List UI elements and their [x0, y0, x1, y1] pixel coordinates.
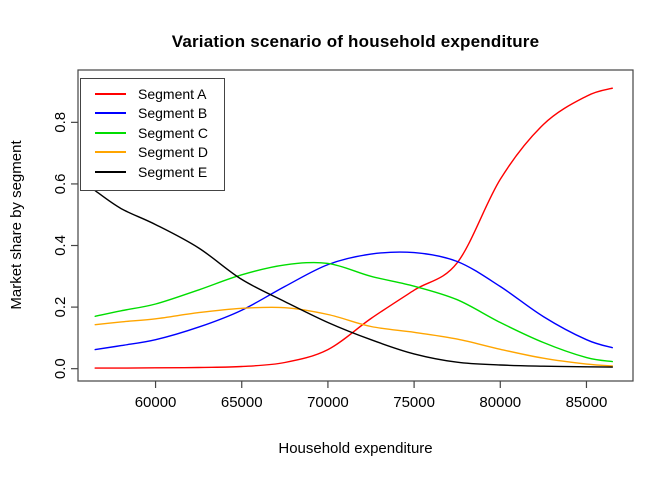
y-tick-label: 0.8 [52, 112, 69, 133]
legend-label: Segment E [138, 163, 208, 180]
segment-a-line-swatch [95, 92, 126, 95]
curves-layer [94, 87, 613, 369]
y-tick-label: 0.6 [52, 174, 69, 195]
chart-title: Variation scenario of household expendit… [171, 32, 540, 51]
legend-label: Segment C [138, 124, 209, 141]
plot-box [77, 69, 634, 382]
legend-item-segment-a: Segment A [81, 84, 224, 104]
y-tick-label: 0.4 [52, 235, 69, 256]
segment-c-line-swatch [95, 131, 126, 134]
series-line-segment-d [94, 306, 613, 367]
x-tick-label: 80000 [479, 394, 521, 411]
series-line-segment-b [94, 251, 613, 351]
axes-layer: 60000 65000 70000 75000 80000 85000 0.0 0.2 0.4 0… [52, 69, 634, 411]
legend-label: Segment A [138, 85, 207, 102]
x-tick-label: 75000 [393, 394, 435, 411]
series-line-segment-e [94, 190, 613, 368]
x-tick-label: 65000 [221, 394, 263, 411]
segment-b-line-swatch [95, 112, 126, 115]
legend: Segment A Segment B Segment C Segment D … [80, 78, 225, 191]
legend-item-segment-b: Segment B [81, 104, 224, 124]
series-line-segment-a [94, 87, 613, 369]
legend-item-segment-c: Segment C [81, 123, 224, 143]
legend-label: Segment B [138, 105, 208, 122]
series-line-segment-c [94, 261, 613, 363]
y-tick-label: 0.0 [52, 358, 69, 379]
y-tick-label: 0.2 [52, 297, 69, 318]
legend-label: Segment D [138, 144, 209, 161]
x-axis-title: Household expenditure [278, 440, 433, 457]
x-tick-label: 85000 [566, 394, 608, 411]
legend-item-segment-e: Segment E [81, 162, 224, 182]
legend-item-segment-d: Segment D [81, 143, 224, 163]
x-tick-label: 60000 [135, 394, 177, 411]
y-axis-title: Market share by segment [8, 140, 25, 310]
segment-d-line-swatch [95, 151, 126, 154]
x-tick-label: 70000 [307, 394, 349, 411]
segment-e-line-swatch [95, 170, 126, 173]
